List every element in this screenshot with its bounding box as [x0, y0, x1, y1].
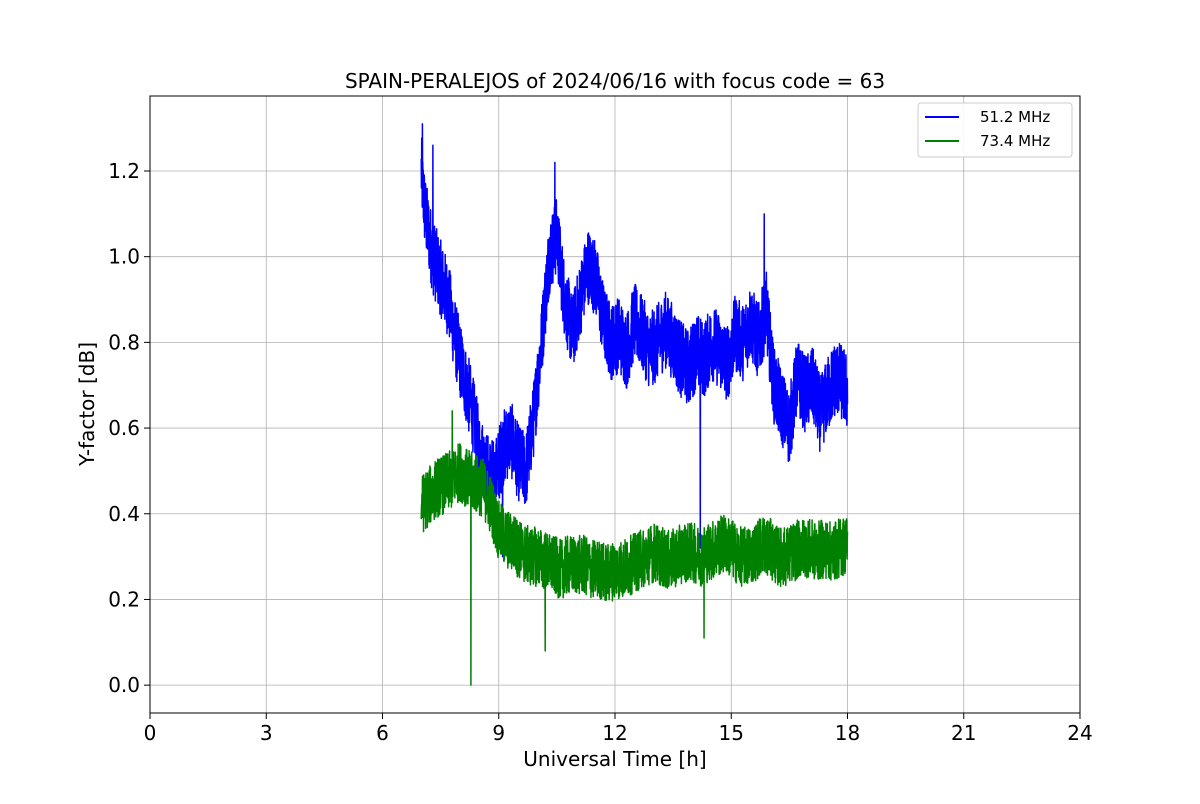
y-tick-label: 0.0	[108, 673, 140, 697]
x-tick-label: 18	[835, 721, 860, 745]
series-line-1	[420, 410, 849, 686]
y-tick-label: 1.2	[108, 159, 140, 183]
x-tick-label: 3	[260, 721, 273, 745]
y-tick-label: 0.8	[108, 330, 140, 354]
y-axis-label: Y-factor [dB]	[75, 342, 99, 467]
x-axis-label: Universal Time [h]	[523, 747, 706, 771]
x-tick-label: 6	[376, 721, 389, 745]
legend: 51.2 MHz 73.4 MHz	[917, 102, 1073, 158]
legend-label-73mhz: 73.4 MHz	[980, 132, 1050, 150]
x-tick-label: 9	[492, 721, 505, 745]
y-tick-label: 0.2	[108, 587, 140, 611]
series-line-0	[420, 123, 849, 558]
chart-title: SPAIN-PERALEJOS of 2024/06/16 with focus…	[345, 69, 885, 93]
legend-label-51mhz: 51.2 MHz	[980, 108, 1050, 126]
x-tick-label: 12	[602, 721, 627, 745]
y-tick-label: 0.4	[108, 502, 140, 526]
y-tick-label: 1.0	[108, 245, 140, 269]
x-tick-label: 15	[719, 721, 744, 745]
y-tick-label: 0.6	[108, 416, 140, 440]
x-tick-label: 24	[1067, 721, 1092, 745]
ticks: 0 3 6 9 12 15 18 21 24 0.0 0.2 0.4 0.6 0.8 1.0 1.2	[108, 159, 1093, 745]
series-layer	[420, 123, 849, 686]
x-tick-label: 0	[144, 721, 157, 745]
x-tick-label: 21	[951, 721, 976, 745]
